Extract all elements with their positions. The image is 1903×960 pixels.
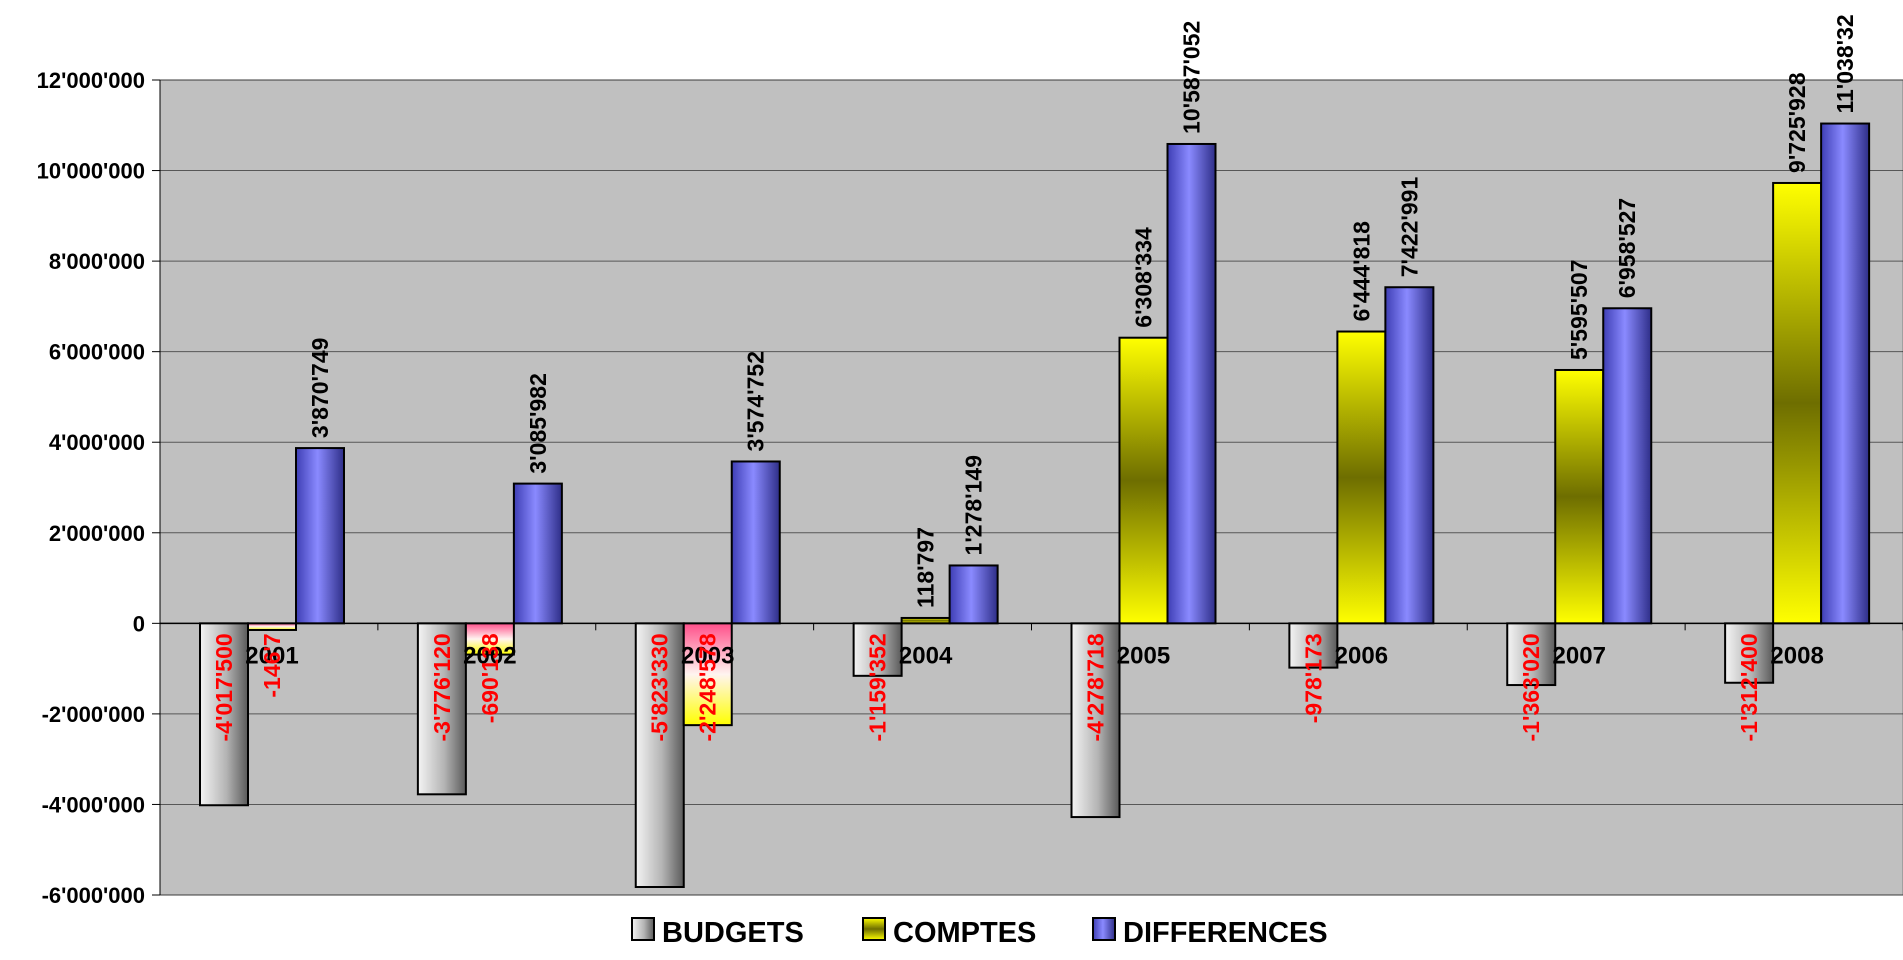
data-label-budgets: -3'776'120 [429, 633, 455, 741]
y-tick-label: -2'000'000 [42, 702, 145, 727]
data-label-differences: 1'278'149 [961, 455, 987, 555]
y-tick-label: -6'000'000 [42, 883, 145, 908]
bar-differences [1166, 142, 1217, 625]
data-label-comptes: 6'444'818 [1348, 221, 1374, 322]
category-labels: 2001 2002 2003 2004 2005 2006 2007 2008 [245, 642, 1824, 669]
legend-swatch-budgets [631, 917, 655, 941]
bar-comptes [1554, 368, 1605, 625]
legend-label-budgets: BUDGETS [662, 917, 804, 949]
data-label-budgets: -1'363'020 [1518, 633, 1544, 741]
data-label-comptes: -690'138 [477, 633, 503, 723]
category-label: 2004 [899, 642, 953, 669]
bar-comptes [900, 616, 951, 625]
y-tick-label: 2'000'000 [49, 521, 145, 546]
data-label-budgets: -4'017'500 [211, 633, 237, 741]
bar-differences [730, 460, 781, 625]
bar-differences [512, 482, 563, 625]
bar-comptes [1336, 330, 1387, 625]
bar-comptes [247, 622, 297, 631]
legend-swatch-comptes [862, 917, 886, 941]
bar-comptes [682, 622, 733, 727]
data-label-differences: 10'587'052 [1179, 21, 1205, 134]
legend-label-comptes: COMPTES [893, 917, 1036, 949]
data-label-comptes: -2'248'578 [695, 633, 721, 741]
data-label-comptes: 9'725'928 [1784, 72, 1810, 173]
bar-differences [1820, 122, 1871, 625]
category-label: 2008 [1770, 642, 1823, 669]
legend-swatch-differences [1092, 917, 1116, 941]
category-label: 2005 [1117, 642, 1170, 669]
bar-comptes [464, 622, 515, 656]
bar-budgets [1070, 622, 1121, 819]
bar-budgets [852, 622, 903, 677]
y-axis: -6'000'000 -4'000'000 -2'000'000 0 2'000'000… [37, 68, 161, 908]
bar-differences [948, 564, 999, 625]
bar-budgets [416, 622, 467, 796]
bar-comptes [1772, 181, 1823, 625]
legend-label-differences: DIFFERENCES [1123, 917, 1328, 949]
data-label-budgets: -5'823'330 [647, 633, 673, 741]
bar-comptes [1118, 336, 1169, 625]
category-label: 2002 [463, 642, 516, 669]
data-label-comptes: 118'797 [913, 527, 939, 608]
y-tick-label: 12'000'000 [37, 68, 145, 93]
category-label: 2001 [245, 642, 298, 669]
data-label-budgets: -978'173 [1300, 633, 1326, 723]
data-label-comptes: 6'308'334 [1131, 227, 1157, 328]
data-label-comptes: 5'595'507 [1566, 259, 1592, 359]
bar-differences [1384, 286, 1435, 625]
data-label-comptes: -146'7 [259, 633, 285, 697]
category-label: 2003 [681, 642, 734, 669]
zero-line [159, 622, 1903, 631]
y-tick-label: 0 [133, 611, 145, 636]
gridlines [160, 79, 1903, 896]
legend: BUDGETS COMPTES DIFFERENCES [631, 917, 1328, 949]
data-label-differences: 6'958'527 [1614, 198, 1640, 298]
data-label-differences: 3'085'982 [525, 373, 551, 473]
y-tick-label: 8'000'000 [49, 249, 145, 274]
data-label-differences: 11'038'32 [1832, 14, 1858, 113]
data-label-budgets: -4'278'718 [1083, 633, 1109, 741]
data-label-budgets: -1'312'400 [1736, 633, 1762, 741]
y-tick-label: 6'000'000 [49, 340, 145, 365]
bar-differences [1602, 307, 1653, 625]
category-label: 2007 [1553, 642, 1606, 669]
y-tick-label: 4'000'000 [49, 430, 145, 455]
bar-differences [295, 447, 345, 625]
bar-budgets [1288, 622, 1339, 669]
y-tick-label: -4'000'000 [42, 792, 145, 817]
y-tick-label: 10'000'000 [37, 159, 145, 184]
data-label-differences: 3'574'752 [743, 351, 769, 451]
data-label-budgets: -1'159'352 [865, 633, 891, 741]
data-label-differences: 7'422'991 [1396, 177, 1422, 278]
category-label: 2006 [1335, 642, 1388, 669]
data-labels: -4'017'500 -146'7 3'870'749 -3'776'120 -690'… [211, 14, 1858, 741]
data-label-differences: 3'870'749 [307, 338, 333, 438]
